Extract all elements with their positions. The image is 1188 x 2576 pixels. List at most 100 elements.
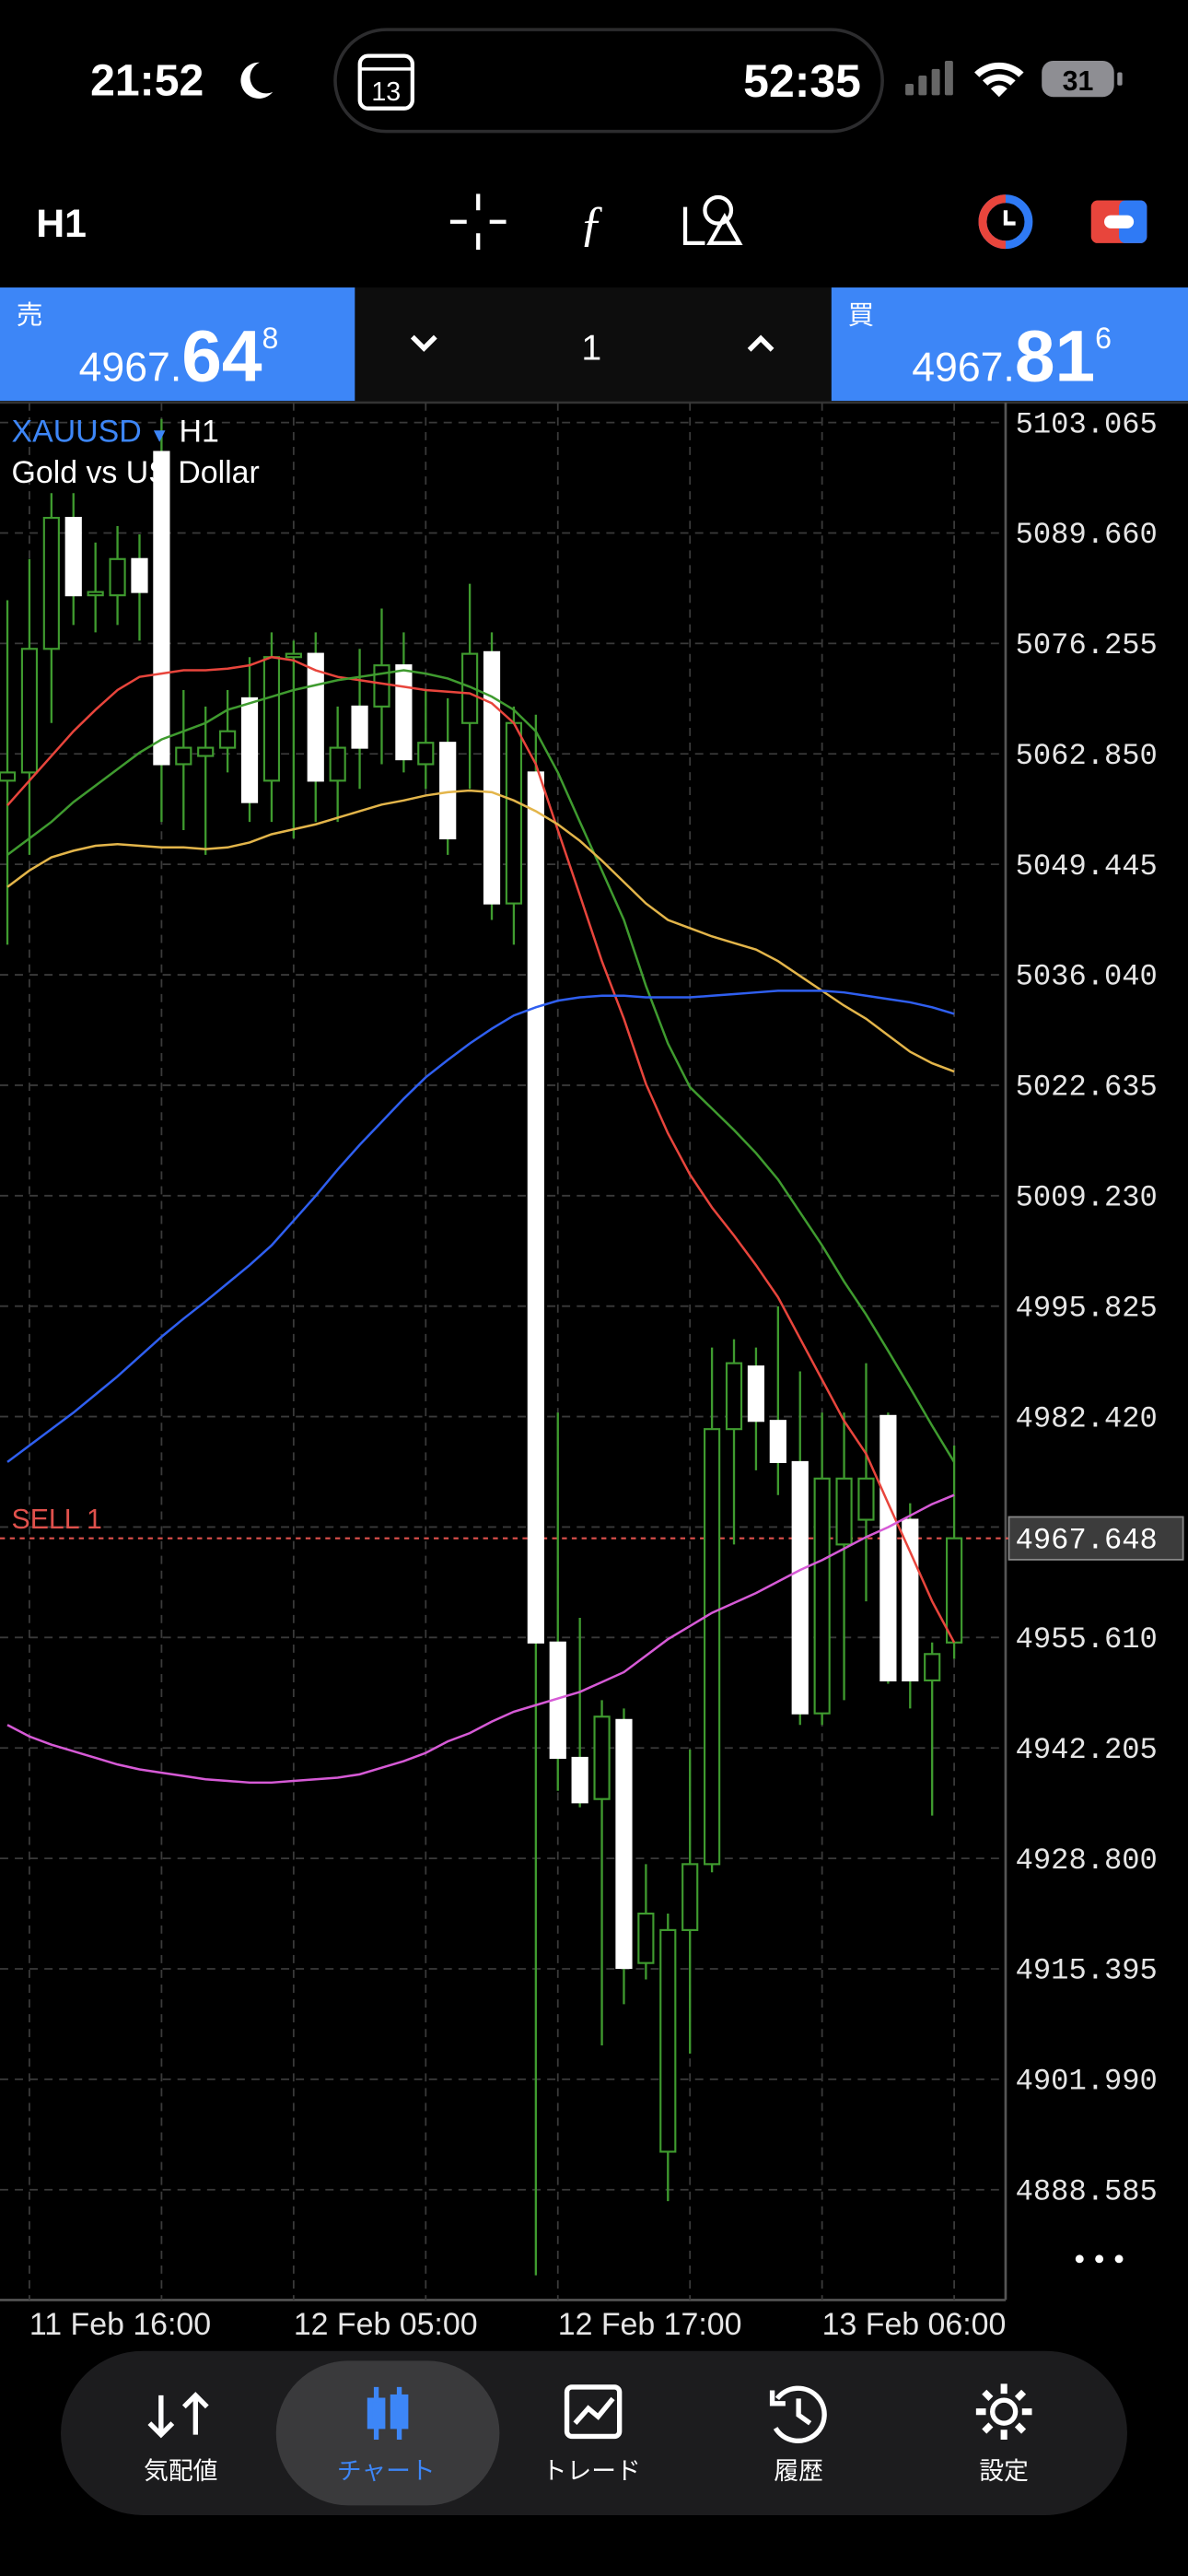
- y-tick-label: 4955.610: [1016, 1622, 1158, 1657]
- sell-price-small: 8: [262, 322, 279, 355]
- y-tick-label: 5062.850: [1016, 739, 1158, 773]
- x-tick-label: 11 Feb 16:00: [29, 2307, 211, 2342]
- order-label: SELL 1: [11, 1505, 101, 1535]
- candle-body: [813, 1477, 831, 1715]
- candle-body: [0, 771, 17, 782]
- indicator-line: [6, 669, 956, 1463]
- candle-body: [615, 1718, 633, 1970]
- candle-body: [659, 1928, 677, 2153]
- dynamic-island: [333, 28, 884, 134]
- timeframe-button[interactable]: H1: [36, 202, 87, 246]
- candle-body: [20, 648, 39, 774]
- tab-label[interactable]: 履歴: [774, 2457, 823, 2485]
- y-tick-label: 5103.065: [1016, 407, 1158, 441]
- candle-body: [351, 705, 368, 749]
- y-tick-label: 5036.040: [1016, 960, 1158, 994]
- symbol-description: Gold vs US Dollar: [11, 455, 259, 490]
- tab-icons: [147, 2383, 1032, 2443]
- sell-button[interactable]: [0, 287, 355, 402]
- candle-body: [153, 451, 170, 766]
- buy-price-small: 6: [1095, 322, 1112, 355]
- volume-value[interactable]: 1: [581, 328, 601, 369]
- wifi-icon: [974, 62, 1024, 98]
- candle-body: [946, 1537, 963, 1644]
- tab-label[interactable]: チャート: [337, 2457, 436, 2485]
- indicator-line: [6, 989, 955, 1463]
- sell-label: 売: [17, 300, 43, 330]
- candle-body: [571, 1756, 588, 1804]
- chart: 5103.065 5089.660 5076.255 5062.850 5049.445…: [0, 402, 1184, 2342]
- sell-price: 4967.648: [79, 316, 279, 397]
- y-tick-label: 5089.660: [1016, 518, 1158, 552]
- candle-body: [857, 1477, 875, 1521]
- status-time: 21:52: [90, 55, 204, 105]
- candle-body: [42, 517, 60, 650]
- candle-body: [879, 1414, 897, 1681]
- chart-icon: [367, 2386, 409, 2440]
- candle-body: [747, 1365, 765, 1423]
- battery-level: 31: [1063, 66, 1094, 97]
- tab-label[interactable]: トレード: [542, 2457, 641, 2485]
- candle-body: [64, 517, 82, 597]
- current-price-box: [1007, 1516, 1184, 1561]
- more-button[interactable]: [1075, 2254, 1124, 2264]
- y-tick-label: 4901.990: [1016, 2065, 1158, 2099]
- sell-price-big: 64: [181, 316, 262, 397]
- tab-items: 気配値 チャート トレード 履歴 設定: [144, 2360, 1029, 2506]
- candle-body: [527, 771, 544, 1644]
- candle-body: [681, 1863, 699, 1931]
- objects-button[interactable]: [682, 194, 743, 246]
- volume-down[interactable]: [410, 334, 437, 352]
- tab-label[interactable]: 気配値: [144, 2457, 217, 2485]
- candle-body: [439, 742, 457, 840]
- candle-body: [131, 557, 148, 593]
- clock-button[interactable]: [978, 194, 1033, 250]
- status-timer: 52:35: [743, 55, 861, 107]
- indicators-button[interactable]: ƒ: [579, 195, 604, 251]
- candle-body: [395, 664, 413, 761]
- crosshair-button[interactable]: [449, 193, 507, 251]
- candle-body: [262, 656, 281, 782]
- candle-body: [505, 721, 523, 905]
- candle-body: [175, 746, 192, 766]
- symbol-dropdown: ▼: [150, 425, 169, 447]
- buy-price: 4967.816: [912, 316, 1112, 397]
- volume-up[interactable]: [747, 334, 775, 352]
- candle-body: [197, 746, 215, 757]
- candle-body: [329, 746, 346, 782]
- candle-body: [704, 1428, 721, 1866]
- chart-timeframe: H1: [180, 415, 219, 450]
- sell-price-main: 4967.: [79, 345, 182, 391]
- battery-tip: [1117, 72, 1123, 86]
- tab-active-bg: [275, 2360, 500, 2506]
- candle-body: [593, 1715, 611, 1800]
- battery-icon: [1042, 60, 1114, 98]
- candle-body: [835, 1477, 853, 1546]
- candle-body: [725, 1362, 743, 1431]
- symbol: XAUUSD: [11, 415, 141, 450]
- y-tick-label: 5049.445: [1016, 849, 1158, 884]
- candle-body: [417, 742, 435, 766]
- trade-icon: [564, 2384, 623, 2440]
- buy-label: 買: [848, 300, 875, 330]
- y-tick-label: 4928.800: [1016, 1844, 1158, 1878]
- one-click-button[interactable]: [1090, 200, 1147, 243]
- indicator-line: [6, 1493, 955, 1785]
- history-icon: [769, 2385, 827, 2443]
- calendar-day: 13: [371, 77, 401, 107]
- candle-body: [219, 730, 237, 749]
- candle-body: [791, 1460, 809, 1715]
- current-price-label: 4967.648: [1016, 1523, 1158, 1557]
- buy-button[interactable]: [831, 287, 1188, 402]
- candle-body: [902, 1518, 919, 1681]
- settings-icon: [990, 2397, 1019, 2426]
- candle-body: [769, 1420, 786, 1464]
- tab-label[interactable]: 設定: [979, 2457, 1029, 2485]
- y-tick-label: 4995.825: [1016, 1291, 1158, 1325]
- candle-body: [924, 1653, 941, 1681]
- signal-icon: [905, 60, 953, 96]
- x-tick-label: 13 Feb 06:00: [822, 2307, 1007, 2342]
- x-tick-label: 12 Feb 17:00: [558, 2307, 742, 2342]
- chart-header: XAUUSD ▼ H1: [11, 415, 218, 450]
- indicator-line: [6, 655, 956, 1644]
